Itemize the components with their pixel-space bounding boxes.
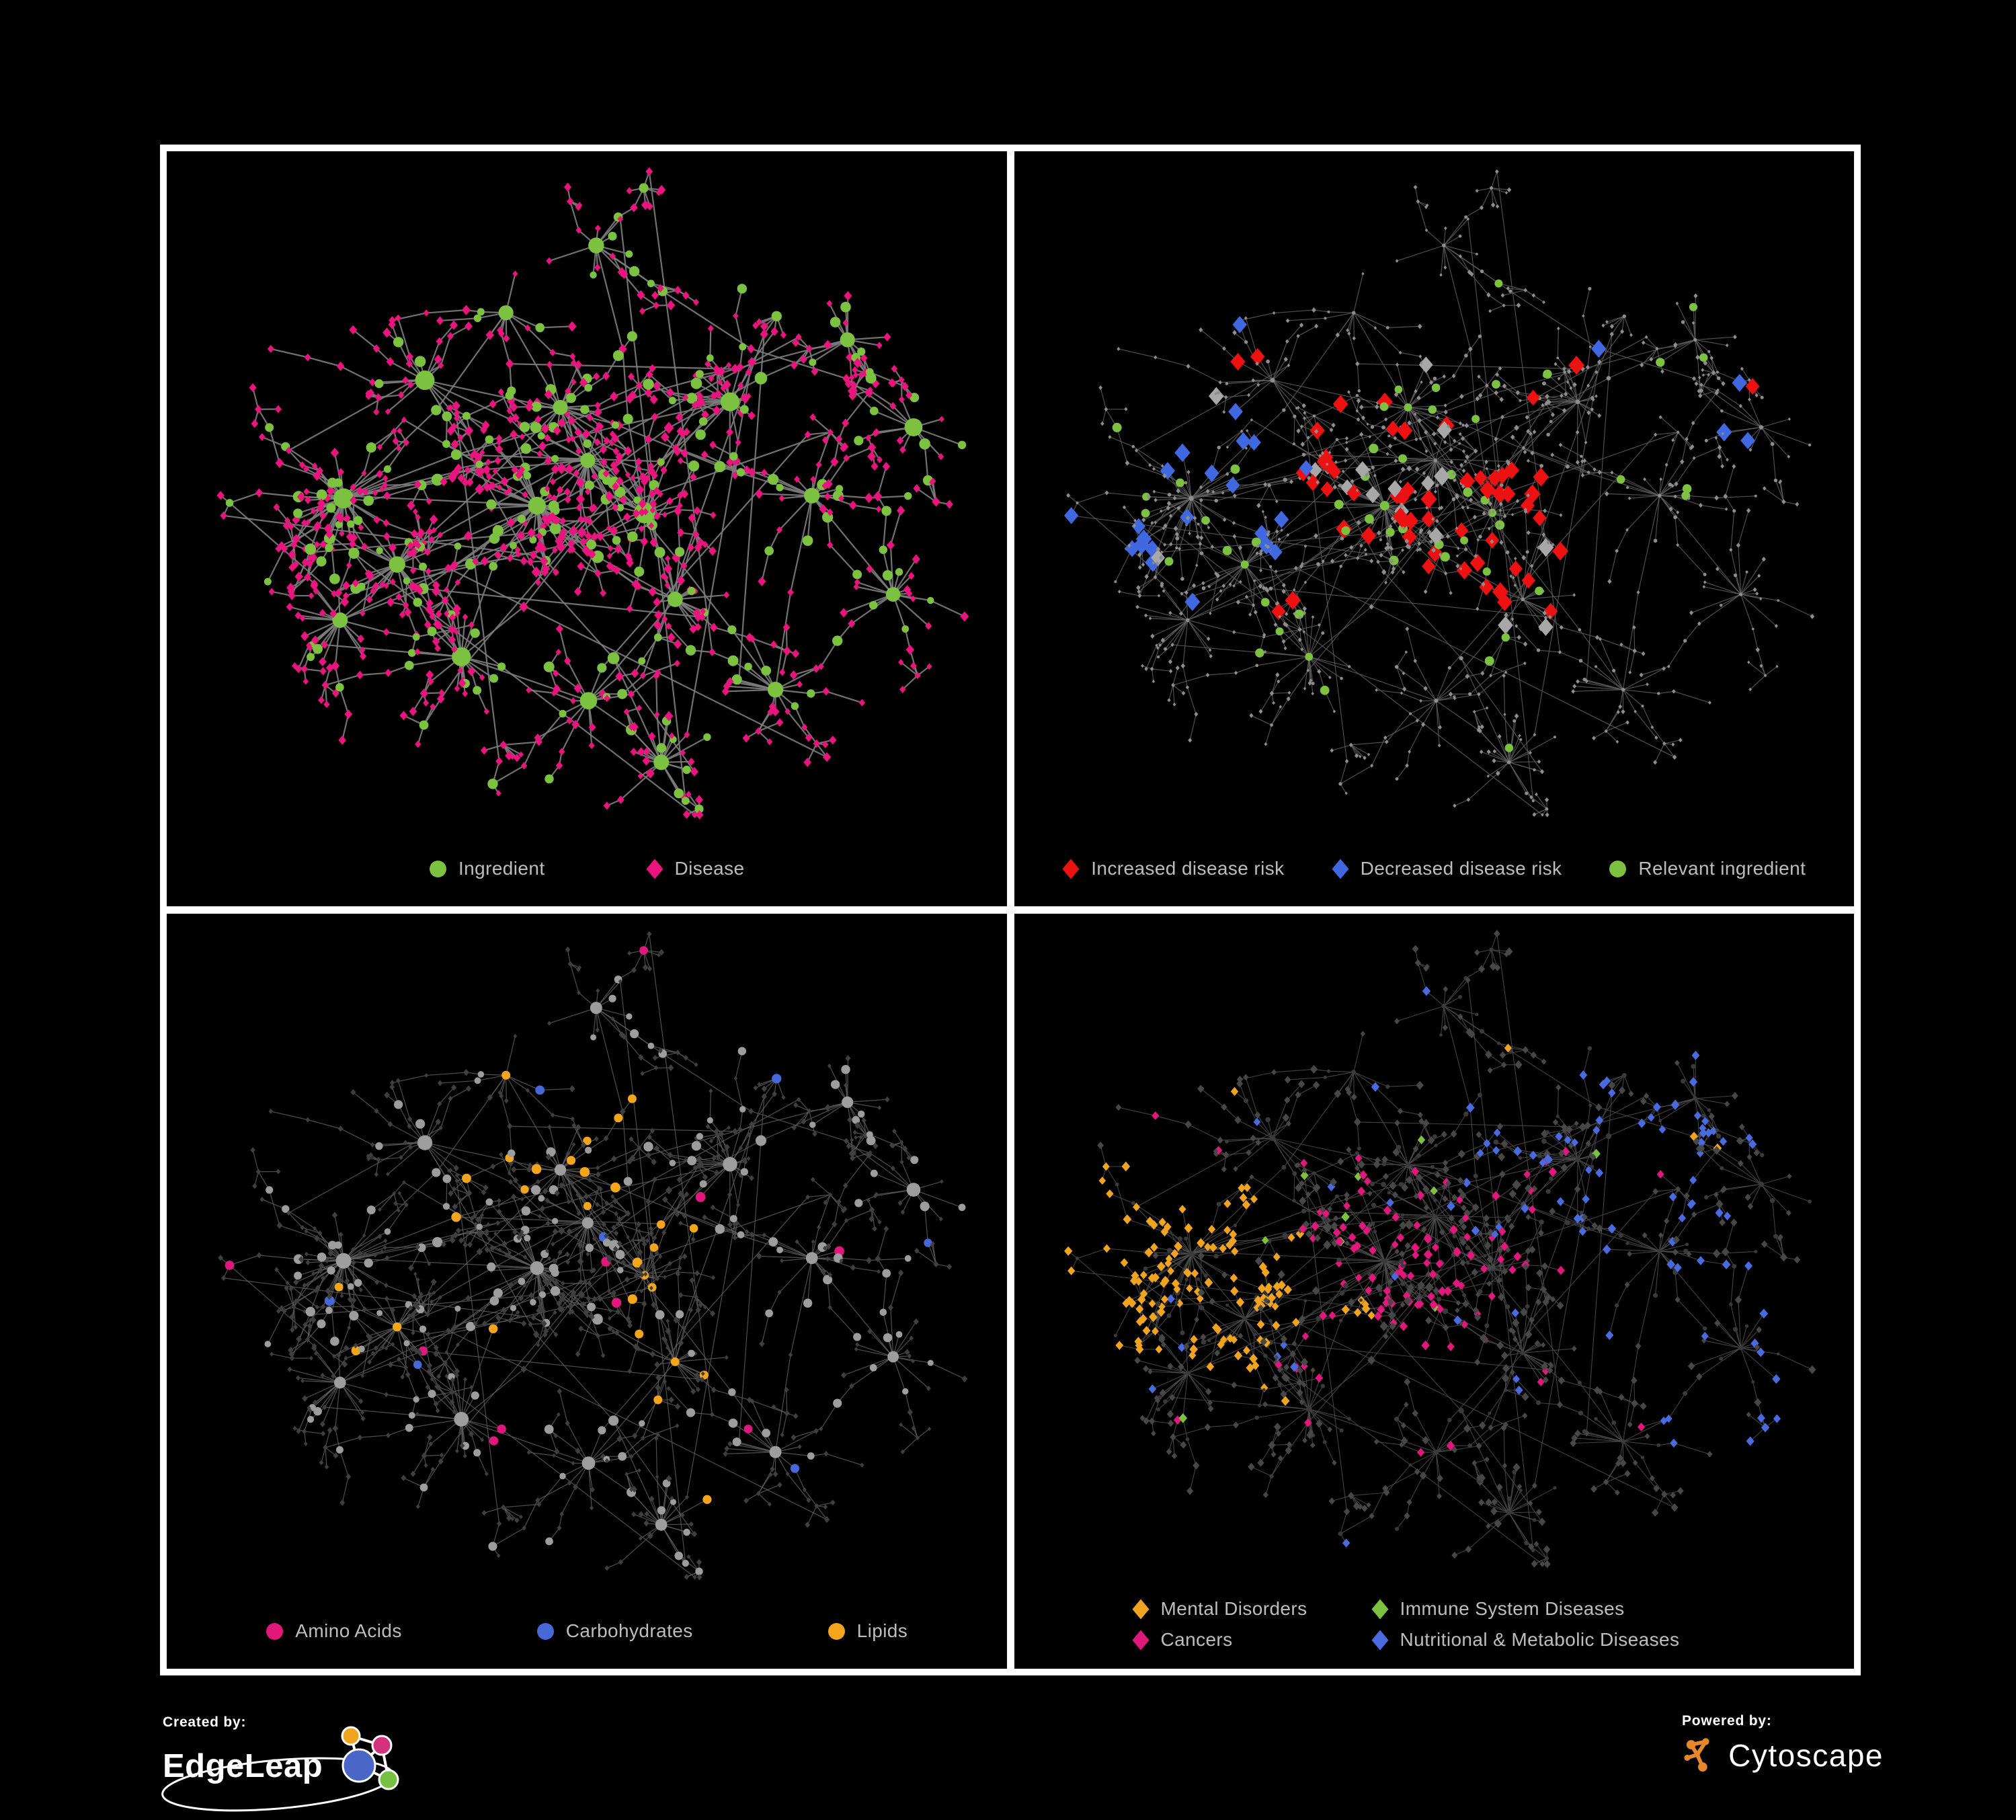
network-disease-categories [1063, 930, 1816, 1569]
legend-label: Cancers [1160, 1629, 1233, 1650]
network-disease-risk [1063, 169, 1814, 818]
edgeleap-brand: EdgeLeap [163, 1747, 323, 1784]
created-by-label: Created by: [163, 1714, 247, 1730]
nutritional-metabolic-marker-icon [1371, 1630, 1389, 1651]
cytoscape-network-icon [1684, 1738, 1709, 1772]
legend-item-increased-risk: Increased disease risk [1062, 858, 1284, 879]
legend-item-nutritional-metabolic-diseases: Nutritional & Metabolic Diseases [1371, 1629, 1680, 1651]
lipids-marker-icon [828, 1622, 846, 1640]
decreased-risk-marker-icon [1332, 859, 1349, 879]
legend-item-decreased-risk: Decreased disease risk [1332, 858, 1562, 879]
legend-item-cancers: Cancers [1132, 1629, 1307, 1651]
disease-marker-icon [646, 859, 663, 879]
legend-item-ingredient: Ingredient [429, 858, 545, 879]
legend-label: Increased disease risk [1091, 858, 1285, 879]
legend-ingredient-classes: Amino Acids Carbohydrates Lipids [167, 1593, 1007, 1669]
cytoscape-brand-row: Cytoscape [1682, 1731, 1884, 1780]
legend-item-amino-acids: Amino Acids [266, 1620, 401, 1642]
cancers-marker-icon [1132, 1630, 1150, 1651]
edgeleap-brand-row: EdgeLeap [163, 1726, 418, 1799]
legend-item-mental-disorders: Mental Disorders [1132, 1598, 1307, 1620]
amino-acids-marker-icon [266, 1622, 284, 1640]
legend-label: Disease [674, 858, 745, 879]
powered-by-label: Powered by: [1682, 1713, 1772, 1729]
panel-grid: Ingredient Disease Increased disease ris… [160, 145, 1861, 1675]
legend-label: Amino Acids [295, 1620, 402, 1641]
legend-item-relevant-ingredient: Relevant ingredient [1609, 858, 1806, 879]
legend-label: Immune System Diseases [1400, 1598, 1625, 1619]
legend-label: Ingredient [458, 858, 545, 879]
immune-system-diseases-marker-icon [1371, 1599, 1389, 1620]
legend-item-immune-system-diseases: Immune System Diseases [1371, 1598, 1680, 1620]
ingredient-marker-icon [429, 860, 447, 878]
legend-label: Lipids [856, 1620, 908, 1641]
legend-label: Relevant ingredient [1638, 858, 1806, 879]
legend-label: Decreased disease risk [1360, 858, 1562, 879]
panel-ingredient-disease: Ingredient Disease [167, 151, 1007, 906]
cytoscape-brand: Cytoscape [1728, 1738, 1884, 1773]
legend-label: Nutritional & Metabolic Diseases [1400, 1629, 1680, 1650]
increased-risk-marker-icon [1062, 859, 1080, 879]
network-ingredient-disease [216, 167, 969, 820]
panel-ingredient-classes: Amino Acids Carbohydrates Lipids [167, 914, 1007, 1669]
legend-item-lipids: Lipids [828, 1620, 908, 1642]
legend-ingredient-disease: Ingredient Disease [167, 831, 1007, 906]
edgeleap-network-icon [341, 1726, 399, 1790]
network-ingredient-classes [218, 931, 968, 1581]
legend-item-carbohydrates: Carbohydrates [536, 1620, 693, 1642]
legend-label: Mental Disorders [1160, 1598, 1307, 1619]
legend-item-disease: Disease [646, 858, 745, 879]
panel-disease-categories: Mental Disorders Immune System Diseases … [1014, 914, 1855, 1669]
legend-disease-risk: Increased disease risk Decreased disease… [1014, 831, 1855, 906]
panel-disease-risk: Increased disease risk Decreased disease… [1014, 151, 1855, 906]
edgeleap-logo: Created by: EdgeLeap [161, 1714, 418, 1815]
legend-disease-categories: Mental Disorders Immune System Diseases … [1014, 1580, 1855, 1669]
mental-disorders-marker-icon [1132, 1599, 1150, 1620]
relevant-ingredient-marker-icon [1609, 860, 1627, 878]
carbohydrates-marker-icon [536, 1622, 555, 1640]
cytoscape-logo: Powered by: Cytoscape [1682, 1713, 1884, 1780]
legend-label: Carbohydrates [565, 1620, 693, 1641]
